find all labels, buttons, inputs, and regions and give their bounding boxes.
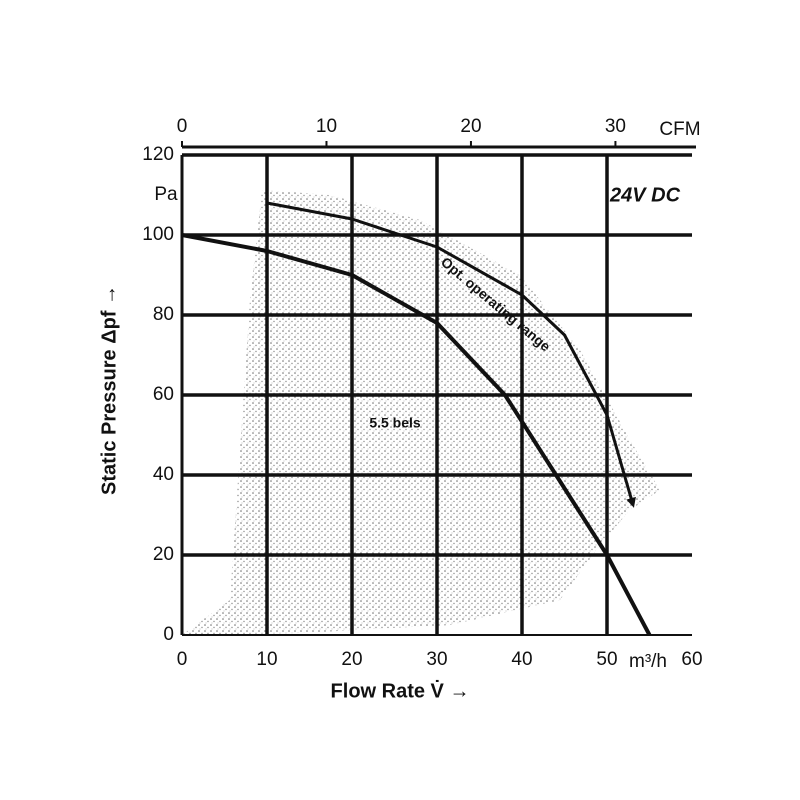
y-axis-label: Static Pressure Δpf → (98, 285, 120, 495)
x-tick-label: 40 (511, 649, 532, 670)
x-tick-label: 50 (596, 649, 617, 670)
y-tick-label: 0 (163, 624, 174, 645)
curve (181, 233, 652, 636)
y-tick-label: 100 (142, 224, 174, 245)
x2-tick-label: 30 (605, 116, 626, 137)
x-tick-label: 30 (426, 649, 447, 670)
x2-tick-label: 0 (177, 116, 188, 137)
x-tick-label: 0 (177, 649, 188, 670)
curve (266, 201, 636, 508)
y-tick-label: 20 (153, 544, 174, 565)
x-tick-label: 10 (256, 649, 277, 670)
y-tick-label: 60 (153, 384, 174, 405)
x-axis-label: Flow Rate V̇ → (331, 678, 470, 702)
x2-tick-label: 20 (460, 116, 481, 137)
x2-axis-label: CFM (659, 119, 700, 140)
y-tick-label: 40 (153, 464, 174, 485)
x-tick-label: 20 (341, 649, 362, 670)
y-tick-label: 120 (142, 144, 174, 165)
x-tick-label: 60 (681, 649, 702, 670)
annotation: 5.5 bels (369, 415, 421, 431)
x-unit: m³/h (629, 651, 667, 672)
x2-tick-label: 10 (316, 116, 337, 137)
y-unit: Pa (154, 184, 178, 205)
y-tick-label: 80 (153, 304, 174, 325)
operating-region (182, 190, 660, 635)
chart-title: 24V DC (609, 184, 681, 206)
